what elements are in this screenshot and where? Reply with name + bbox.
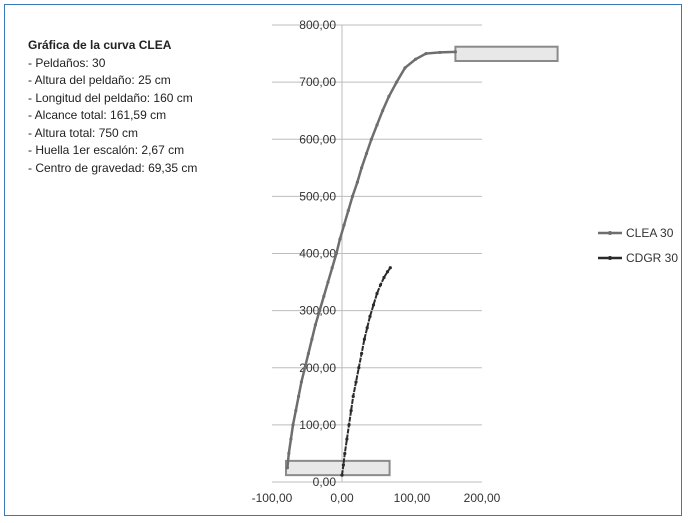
series-0-point-9 — [310, 337, 314, 341]
series-1-point-18 — [388, 266, 392, 270]
series-0-point-27 — [395, 80, 399, 84]
series-1-point-5 — [349, 408, 353, 413]
y-tick-label-1: 100,00 — [299, 418, 336, 432]
series-0-point-32 — [453, 50, 457, 54]
series-0-point-3 — [291, 423, 295, 427]
x-tick-label-3: 200,00 — [464, 491, 501, 505]
series-0-point-16 — [338, 237, 342, 241]
series-0-point-21 — [360, 166, 364, 170]
series-0-point-6 — [299, 380, 303, 384]
series-1-point-9 — [360, 351, 364, 356]
series-1-point-3 — [345, 437, 349, 441]
series-0-point-2 — [289, 437, 293, 441]
info-line-alcance: - Alcance total: 161,59 cm — [28, 108, 167, 122]
series-1-point-17 — [385, 270, 390, 274]
series-1-point-8 — [357, 366, 361, 370]
series-1-point-4 — [347, 423, 351, 427]
series-0-point-31 — [438, 50, 442, 55]
series-1-point-6 — [351, 394, 355, 398]
series-1-point-13 — [371, 303, 376, 307]
info-line-altura-total: - Altura total: 750 cm — [28, 125, 139, 140]
step-box-0 — [285, 459, 391, 477]
y-tick-label-3: 300,00 — [299, 304, 336, 318]
series-0-point-23 — [369, 137, 373, 141]
series-0-point-12 — [322, 294, 326, 298]
series-0-point-8 — [306, 351, 310, 356]
series-0-point-0 — [285, 466, 289, 470]
series-0-point-15 — [334, 251, 338, 256]
series-1-point-2 — [343, 451, 347, 456]
step-box-1 — [454, 45, 559, 62]
series-0-point-18 — [346, 209, 350, 213]
info-title: Gráfica de la curva CLEA — [28, 38, 172, 52]
series-1-point-0 — [340, 473, 344, 477]
y-tick-label-5: 500,00 — [299, 189, 336, 203]
info-line-peldanos: - Peldaños: 30 — [28, 55, 106, 70]
series-1-point-14 — [375, 291, 379, 296]
info-panel: Gráfica de la curva CLEA - Peldaños: 30 … — [28, 37, 197, 177]
series-0-point-7 — [303, 366, 307, 370]
series-0-point-29 — [413, 57, 418, 61]
series-1-point-15 — [378, 283, 383, 287]
series-0-point-20 — [355, 180, 359, 184]
series-0-point-1 — [287, 451, 291, 456]
series-1-point-16 — [382, 275, 386, 280]
series-0-point-26 — [387, 94, 391, 99]
legend-marker-1 — [608, 256, 612, 260]
series-0-point-4 — [294, 408, 298, 413]
series-0-point-17 — [342, 223, 346, 227]
y-tick-label-6: 600,00 — [299, 132, 336, 146]
series-0-point-14 — [330, 266, 334, 270]
x-tick-label-2: 100,00 — [394, 491, 431, 505]
y-tick-label-8: 800,00 — [299, 18, 336, 32]
series-0-point-13 — [326, 280, 330, 284]
series-line-1 — [341, 267, 392, 476]
series-0-point-22 — [364, 151, 369, 156]
info-line-centro-gravedad: - Centro de gravedad: 69,35 cm — [28, 160, 198, 175]
series-1-point-11 — [365, 326, 369, 330]
info-line-longitud-peldano: - Longitud del peldaño: 160 cm — [28, 90, 193, 105]
legend-label-0: CLEA 30 — [626, 226, 674, 240]
y-tick-label-7: 700,00 — [299, 75, 336, 89]
series-0-point-19 — [350, 194, 355, 198]
series-0-point-5 — [297, 394, 301, 398]
y-tick-label-4: 400,00 — [299, 247, 336, 261]
series-0-point-25 — [381, 109, 385, 113]
y-tick-label-0: 0,00 — [313, 475, 337, 489]
series-0-point-11 — [318, 309, 322, 313]
series-1-point-7 — [354, 380, 358, 384]
legend-marker-0 — [608, 231, 612, 235]
x-tick-label-0: -100,00 — [252, 491, 293, 505]
legend-label-1: CDGR 30 — [626, 251, 678, 265]
series-1-point-10 — [362, 337, 366, 341]
info-line-huella: - Huella 1er escalón: 2,67 cm — [28, 143, 185, 157]
series-1-point-12 — [368, 314, 372, 318]
x-tick-label-1: 0,00 — [330, 491, 354, 505]
series-1-point-1 — [341, 463, 345, 467]
chart-frame — [4, 4, 682, 516]
info-line-altura-peldano: - Altura del peldaño: 25 cm — [28, 73, 171, 87]
y-tick-label-2: 200,00 — [299, 361, 336, 375]
series-0-point-10 — [313, 323, 317, 327]
series-0-point-30 — [424, 51, 428, 56]
series-0-point-24 — [375, 123, 379, 127]
series-0-point-28 — [403, 66, 407, 70]
